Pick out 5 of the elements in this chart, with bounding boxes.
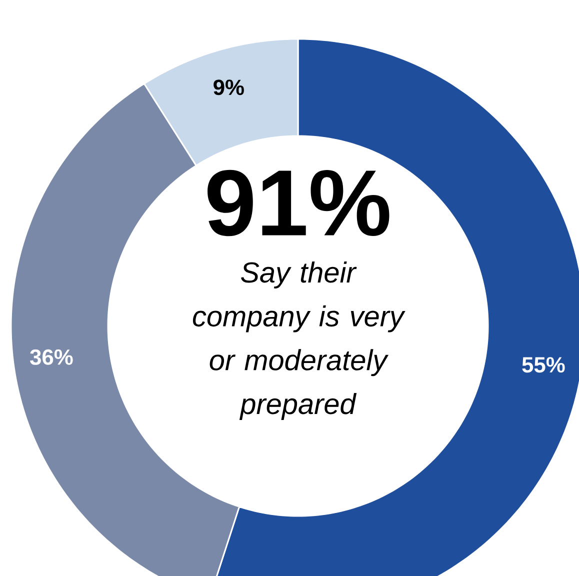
data-label: 36% xyxy=(30,349,73,365)
text: 91% xyxy=(208,170,390,236)
data-label: 55% xyxy=(522,357,565,373)
text: Say their company is very or moderately prepared xyxy=(192,262,406,420)
data-label: 9% xyxy=(214,80,244,96)
